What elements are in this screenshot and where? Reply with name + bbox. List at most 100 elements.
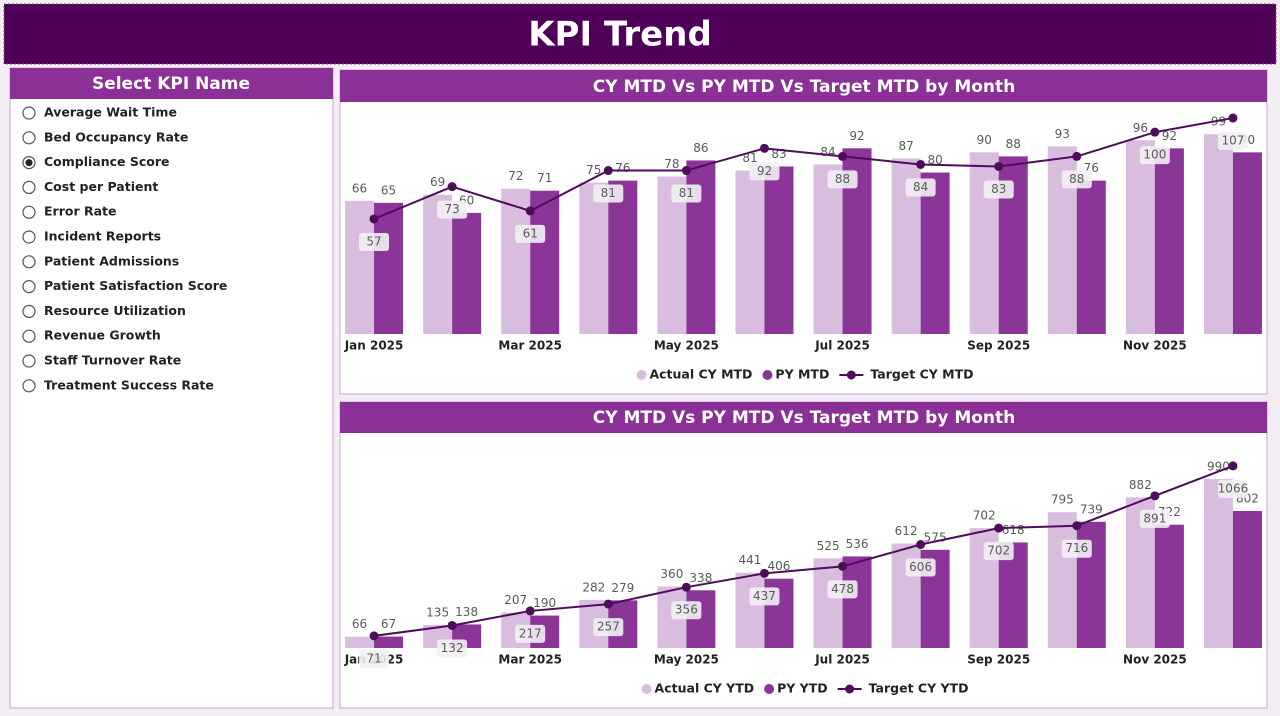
data-label: 207 — [504, 593, 527, 607]
slicer-option[interactable]: Patient Satisfaction Score — [22, 278, 227, 294]
data-label: 88 — [1069, 172, 1084, 186]
data-label: 739 — [1080, 502, 1103, 516]
data-label-box — [359, 649, 390, 668]
data-label: 80 — [927, 153, 942, 167]
slicer-option[interactable]: Resource Utilization — [22, 303, 186, 318]
line-point — [369, 214, 379, 224]
slicer-option[interactable]: Average Wait Time — [22, 105, 177, 120]
bar — [1203, 478, 1233, 648]
radio-button[interactable] — [22, 131, 36, 145]
slicer-option-label: Compliance Score — [44, 154, 170, 169]
data-label: 135 — [426, 605, 449, 619]
slicer-option-label: Error Rate — [44, 204, 117, 219]
bar — [1125, 140, 1155, 334]
data-label: 360 — [660, 567, 683, 581]
line — [373, 117, 1234, 220]
data-label: 406 — [768, 559, 791, 573]
data-label: 88 — [1006, 137, 1021, 151]
data-label-box — [983, 542, 1014, 561]
data-label-box — [905, 558, 936, 577]
line-point — [681, 582, 691, 592]
data-label: 92 — [849, 129, 864, 143]
radio-button[interactable] — [22, 230, 36, 244]
legend-label: Target CY MTD — [870, 367, 973, 382]
slicer-option[interactable]: Revenue Growth — [22, 328, 161, 343]
radio-button[interactable] — [22, 329, 36, 343]
chart-panel — [339, 401, 1268, 709]
slicer-option[interactable]: Incident Reports — [22, 229, 161, 244]
radio-button[interactable] — [22, 304, 36, 318]
data-label-box — [359, 232, 390, 251]
data-label: 702 — [987, 544, 1010, 558]
data-label: 86 — [693, 141, 708, 155]
data-label: 338 — [689, 571, 712, 585]
radio-button[interactable] — [22, 180, 36, 194]
data-label-box — [1217, 479, 1248, 498]
data-label: 282 — [582, 580, 605, 594]
bar — [452, 212, 482, 334]
slicer-option[interactable]: Error Rate — [22, 204, 117, 219]
legend-marker — [641, 684, 652, 694]
bar — [374, 636, 404, 648]
x-tick-label: Jul 2025 — [814, 653, 870, 667]
line-point — [447, 182, 457, 192]
data-label: 84 — [913, 180, 928, 194]
bar — [501, 188, 531, 334]
data-label: 88 — [835, 172, 850, 186]
legend-marker — [845, 684, 855, 694]
slicer-option[interactable]: Cost per Patient — [22, 179, 158, 194]
radio-button[interactable] — [22, 379, 36, 393]
data-label: 90 — [977, 133, 992, 147]
legend: Actual CY MTD PY MTD Target CY MTD — [636, 367, 974, 382]
data-label: 73 — [444, 202, 459, 216]
data-label: 75 — [586, 163, 601, 177]
data-label-box — [1139, 509, 1170, 528]
slicer-option[interactable]: Bed Occupancy Rate — [22, 129, 188, 145]
x-tick-label: May 2025 — [654, 339, 719, 353]
line-point — [916, 539, 926, 549]
data-label: 71 — [537, 171, 552, 185]
legend-label: Target CY YTD — [869, 681, 969, 696]
data-label-box — [437, 639, 468, 658]
x-tick-label: Jan 2025 — [344, 339, 404, 353]
data-label: 65 — [381, 183, 396, 197]
slicer-option[interactable]: Staff Turnover Rate — [22, 353, 181, 368]
legend-marker — [762, 370, 773, 380]
data-label: 525 — [817, 539, 840, 553]
radio-button[interactable] — [22, 205, 36, 219]
data-label: 72 — [508, 169, 523, 183]
slicer-option-label: Revenue Growth — [44, 328, 161, 343]
slicer-options: Average Wait Time Bed Occupancy Rate Compl… — [22, 105, 227, 393]
data-label: 96 — [1133, 121, 1148, 135]
line-point — [603, 166, 613, 176]
legend-marker — [636, 370, 647, 380]
line-point — [838, 151, 848, 161]
slicer-option[interactable]: Patient Admissions — [22, 253, 179, 269]
chart-title: CY MTD Vs PY MTD Vs Target MTD by Month — [593, 77, 1016, 97]
data-label: 257 — [597, 620, 620, 634]
slicer-option[interactable]: Compliance Score — [22, 154, 170, 170]
line-point — [1228, 113, 1238, 123]
data-label-box — [515, 624, 546, 643]
line-point — [369, 631, 379, 641]
radio-button[interactable] — [22, 106, 36, 120]
data-label: 78 — [664, 157, 679, 171]
bar — [813, 164, 843, 334]
data-label: 57 — [366, 234, 381, 248]
radio-button[interactable] — [22, 280, 36, 294]
slicer-option-label: Patient Admissions — [44, 253, 179, 268]
data-label: 100 — [1143, 148, 1166, 162]
bar — [1154, 524, 1184, 648]
bar — [579, 182, 609, 334]
radio-button[interactable] — [22, 354, 36, 368]
line-point — [681, 166, 691, 176]
bar — [813, 558, 843, 648]
radio-button[interactable] — [22, 255, 36, 269]
slicer-option[interactable]: Treatment Success Rate — [22, 377, 214, 393]
line-point — [603, 599, 613, 609]
data-label: 217 — [519, 626, 542, 640]
data-label-box — [905, 178, 936, 197]
slicer-option-label: Average Wait Time — [44, 105, 177, 120]
legend-label: PY MTD — [775, 367, 829, 382]
